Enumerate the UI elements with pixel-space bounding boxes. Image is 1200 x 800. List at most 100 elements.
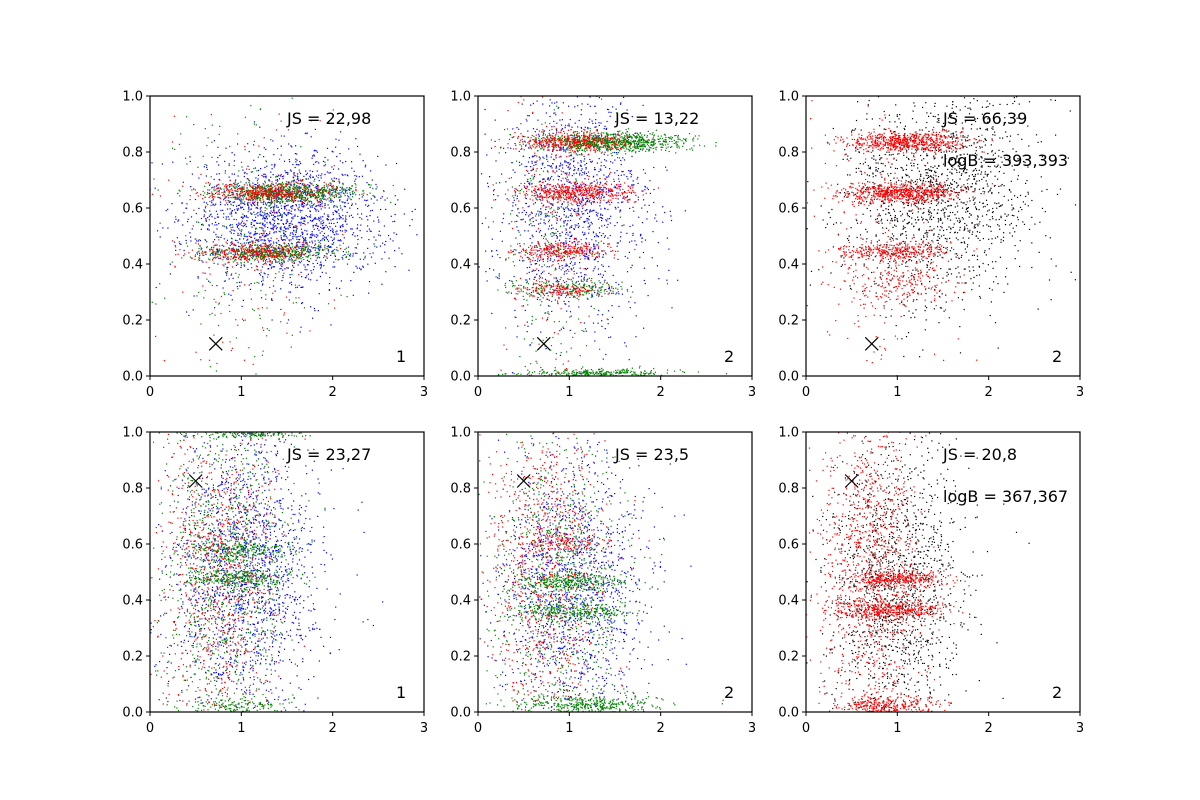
data-point	[260, 269, 262, 271]
data-point	[252, 190, 254, 192]
data-point	[226, 208, 229, 210]
data-point	[642, 169, 645, 171]
data-point	[394, 250, 396, 252]
data-point	[312, 226, 314, 228]
data-point	[222, 216, 225, 218]
data-point	[305, 185, 307, 187]
data-point	[286, 171, 288, 173]
data-point	[269, 190, 271, 192]
data-point	[649, 180, 651, 182]
data-point	[323, 165, 325, 167]
data-point	[359, 153, 361, 155]
data-point	[589, 105, 591, 107]
data-point	[237, 232, 239, 234]
data-point	[304, 199, 306, 201]
data-point	[285, 189, 288, 191]
y-tick-label: 0.8	[122, 146, 143, 161]
data-point	[527, 325, 529, 327]
data-point	[291, 217, 293, 219]
data-point	[539, 222, 541, 224]
data-point	[580, 170, 582, 172]
data-point	[266, 276, 269, 278]
data-point	[646, 218, 648, 220]
data-point	[291, 196, 293, 198]
data-point	[268, 199, 270, 201]
data-point	[266, 250, 269, 252]
data-point	[635, 336, 637, 338]
data-point	[294, 284, 297, 286]
data-point	[278, 223, 280, 225]
data-point	[311, 157, 313, 159]
data-point	[606, 120, 608, 123]
data-point	[352, 232, 355, 234]
data-point	[167, 208, 169, 210]
data-point	[294, 166, 296, 169]
data-point	[278, 211, 280, 214]
data-point	[264, 176, 266, 178]
data-point	[528, 157, 531, 159]
data-point	[264, 185, 266, 188]
data-point	[565, 251, 567, 253]
series-red-2	[189, 178, 368, 211]
data-point	[303, 249, 305, 251]
data-point	[548, 215, 550, 217]
data-point	[264, 256, 266, 258]
data-point	[257, 254, 259, 256]
data-point	[608, 336, 610, 339]
data-point	[298, 191, 300, 193]
data-point	[252, 171, 254, 173]
data-point	[263, 243, 266, 245]
data-point	[303, 218, 305, 220]
data-point	[288, 245, 290, 247]
data-point	[284, 312, 286, 314]
data-point	[564, 220, 567, 222]
data-point	[643, 279, 645, 282]
data-point	[189, 199, 191, 201]
data-point	[284, 205, 286, 207]
data-point	[326, 147, 329, 149]
data-point	[591, 293, 593, 295]
data-point	[503, 147, 505, 149]
data-point	[263, 236, 265, 238]
data-point	[506, 198, 508, 200]
data-point	[309, 192, 311, 194]
data-point	[292, 256, 294, 258]
data-point	[236, 248, 238, 250]
data-point	[212, 199, 214, 201]
data-point	[295, 194, 297, 196]
data-point	[286, 220, 288, 222]
data-point	[265, 160, 267, 162]
data-point	[262, 260, 264, 262]
corner-label: 1	[396, 347, 406, 366]
data-point	[600, 235, 603, 237]
data-point	[272, 224, 274, 226]
data-point	[294, 209, 296, 211]
data-point	[491, 207, 493, 209]
data-point	[654, 217, 656, 219]
data-point	[260, 201, 262, 203]
x-tick-label: 3	[420, 385, 428, 400]
data-point	[281, 252, 283, 254]
data-point	[366, 230, 368, 232]
data-point	[261, 186, 263, 188]
data-point	[276, 201, 278, 203]
data-point	[560, 328, 562, 330]
data-point	[242, 255, 244, 257]
data-point	[261, 189, 263, 191]
data-point	[593, 146, 595, 148]
data-point	[289, 169, 292, 171]
data-point	[256, 203, 258, 205]
data-point	[274, 231, 276, 233]
data-point	[322, 160, 325, 162]
data-point	[306, 132, 308, 134]
data-point	[273, 248, 275, 250]
data-point	[312, 193, 314, 195]
data-point	[281, 279, 283, 282]
data-point	[222, 259, 224, 261]
data-point	[298, 261, 300, 263]
data-point	[342, 234, 344, 236]
data-point	[300, 182, 302, 185]
data-point	[335, 178, 337, 180]
data-point	[320, 263, 322, 265]
data-point	[311, 220, 313, 223]
